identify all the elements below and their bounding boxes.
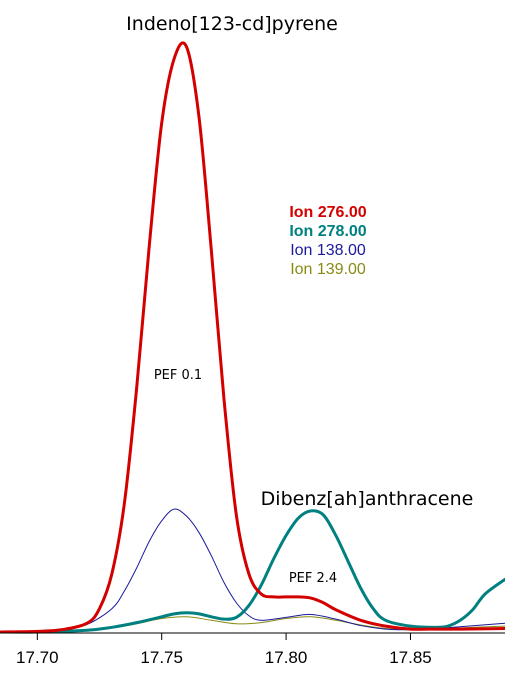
annotation-pef-0-1: PEF 0.1 [154, 368, 202, 383]
x-tick-label: 17.70 [16, 648, 59, 667]
series-line-ion-276-00 [0, 41, 505, 634]
legend-item-ion-139: Ion 139.00 [290, 261, 366, 278]
x-tick-label: 17.80 [265, 648, 308, 667]
legend-item-ion-276: Ion 276.00 [289, 204, 366, 221]
annotation-indeno-pyrene: Indeno[123-cd]pyrene [126, 13, 338, 35]
legend: Ion 276.00 Ion 278.00 Ion 138.00 Ion 139… [289, 204, 366, 278]
x-tick-label: 17.75 [140, 648, 183, 667]
annotation-dibenz-anthracene: Dibenz[ah]anthracene [261, 488, 474, 510]
series-line-ion-138-00 [0, 508, 505, 633]
x-tick-label: 17.85 [389, 648, 432, 667]
legend-item-ion-278: Ion 278.00 [289, 223, 366, 240]
annotation-pef-2-4: PEF 2.4 [289, 571, 337, 586]
series-line-ion-278-00 [0, 509, 505, 634]
legend-item-ion-138: Ion 138.00 [290, 242, 366, 259]
x-tick-layer: 17.70 17.75 17.80 17.85 [16, 633, 432, 667]
series-layer [0, 41, 505, 634]
